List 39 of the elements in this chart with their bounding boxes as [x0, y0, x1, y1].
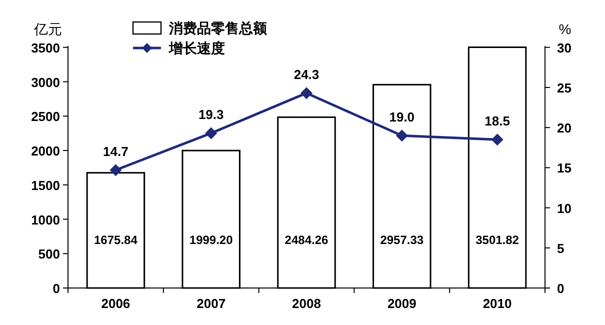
y2-axis-title: %	[558, 21, 572, 37]
x-tick-label: 2006	[101, 296, 130, 311]
point	[491, 134, 504, 146]
data-label: 1675.84	[94, 233, 138, 247]
data-label: 2957.33	[380, 233, 424, 247]
point	[300, 87, 312, 100]
y2-tick-label: 25	[557, 80, 572, 96]
x-tick-label: 2010	[482, 296, 512, 311]
data-label: 3501.82	[476, 233, 520, 247]
y-tick-label: 500	[38, 246, 60, 262]
y2-tick-label: 15	[557, 160, 572, 176]
y2-tick-label: 20	[557, 120, 572, 136]
data-label: 2484.26	[284, 233, 329, 247]
y-tick-label: 0	[52, 281, 60, 296]
y2-tick-label: 5	[557, 240, 564, 256]
x-tick-label: 2007	[196, 296, 226, 311]
data-label: 14.7	[103, 144, 128, 160]
data-label: 19.0	[389, 110, 415, 125]
y-axis-title: 亿元	[33, 21, 62, 37]
y-tick-label: 2500	[31, 109, 60, 124]
point	[110, 164, 122, 176]
legend-label: 消费品零售总额	[168, 20, 268, 36]
x-tick-label: 2009	[387, 296, 416, 311]
y2-tick-label: 0	[557, 281, 564, 296]
point	[396, 130, 408, 142]
y-tick-label: 3500	[31, 40, 60, 56]
y2-tick-label: 10	[557, 200, 572, 216]
y-tick-label: 2000	[31, 144, 60, 158]
data-label: 19.3	[198, 107, 224, 122]
point	[205, 127, 218, 140]
data-label: 18.5	[484, 114, 510, 129]
legend-label: 增长速度	[168, 40, 225, 56]
y-tick-label: 1000	[31, 212, 60, 228]
y-tick-label: 1500	[31, 178, 60, 193]
data-label: 1999.20	[189, 233, 234, 247]
x-tick-label: 2008	[292, 296, 321, 311]
y2-tick-label: 30	[557, 40, 572, 56]
y-tick-label: 3000	[31, 74, 60, 90]
data-label: 24.3	[294, 67, 320, 82]
